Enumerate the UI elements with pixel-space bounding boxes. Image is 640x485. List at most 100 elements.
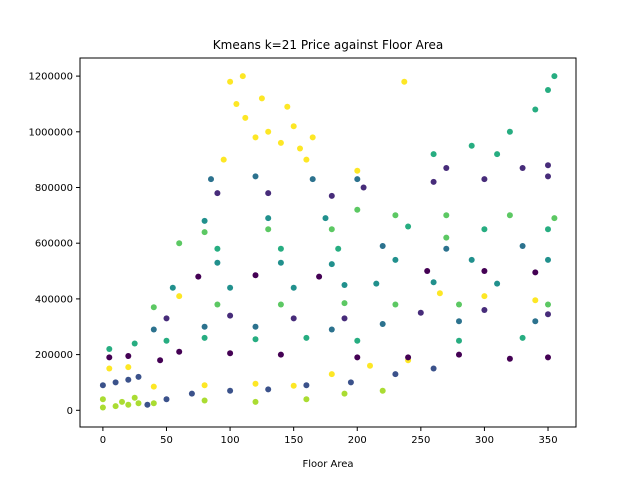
y-tick-label: 0 (67, 406, 73, 417)
scatter-point (481, 176, 488, 183)
scatter-point (150, 326, 157, 333)
scatter-point (551, 73, 558, 80)
scatter-point (545, 87, 551, 93)
scatter-point (328, 326, 335, 333)
scatter-point (150, 304, 157, 311)
scatter-point (424, 268, 431, 274)
scatter-points-layer (99, 73, 558, 411)
scatter-point (532, 269, 539, 276)
scatter-point (125, 376, 132, 383)
scatter-point (532, 297, 539, 304)
scatter-point (392, 371, 399, 378)
scatter-point (265, 128, 272, 135)
scatter-point (125, 353, 132, 359)
scatter-point (335, 245, 342, 252)
scatter-point (290, 123, 297, 130)
scatter-point (309, 176, 316, 183)
scatter-point (545, 226, 551, 233)
scatter-point (239, 73, 246, 80)
y-tick-label: 200000 (35, 350, 73, 361)
scatter-point (119, 398, 125, 405)
x-axis-label: Floor Area (302, 459, 353, 470)
scatter-point (456, 337, 462, 344)
scatter-point (252, 134, 259, 141)
x-tick-label: 0 (100, 435, 106, 446)
scatter-point (456, 301, 462, 308)
scatter-point (354, 176, 361, 183)
scatter-point (379, 321, 386, 327)
scatter-point (354, 167, 361, 174)
scatter-point (303, 382, 310, 389)
scatter-point (125, 401, 132, 408)
scatter-point (430, 151, 437, 158)
scatter-point (227, 387, 234, 394)
scatter-point (494, 280, 501, 287)
scatter-point (481, 226, 488, 233)
scatter-point (208, 176, 214, 183)
scatter-point (252, 336, 259, 343)
scatter-point (99, 396, 106, 403)
scatter-point (150, 383, 157, 390)
scatter-point (436, 290, 443, 297)
scatter-point (227, 350, 234, 357)
scatter-point (176, 293, 183, 300)
scatter-point (519, 334, 526, 341)
scatter-point (214, 259, 221, 266)
scatter-point (468, 256, 475, 263)
scatter-point (290, 315, 297, 322)
scatter-point (214, 301, 221, 308)
scatter-point (328, 226, 335, 233)
scatter-point (252, 173, 259, 180)
scatter-point (456, 351, 462, 358)
scatter-point (443, 165, 450, 171)
scatter-point (277, 351, 284, 358)
scatter-point (341, 300, 348, 307)
scatter-point (195, 273, 202, 280)
scatter-point (545, 256, 551, 263)
y-tick-label: 800000 (35, 183, 73, 194)
scatter-point (367, 362, 373, 369)
scatter-point (169, 284, 176, 291)
scatter-point (252, 380, 259, 387)
scatter-point (157, 357, 164, 364)
scatter-point (131, 340, 138, 347)
y-tick-label: 1200000 (28, 72, 73, 83)
scatter-point (112, 379, 119, 386)
scatter-point (341, 390, 348, 397)
scatter-point (354, 354, 361, 361)
scatter-point (519, 243, 526, 249)
scatter-point (379, 243, 386, 249)
scatter-point (125, 364, 132, 371)
scatter-point (131, 394, 138, 401)
x-tick-label: 100 (221, 435, 240, 446)
scatter-point (265, 386, 272, 393)
scatter-point (284, 103, 291, 110)
scatter-point (481, 307, 488, 313)
scatter-point (405, 223, 412, 230)
scatter-point (417, 309, 424, 316)
scatter-point (328, 261, 335, 268)
scatter-point (188, 390, 195, 397)
scatter-point (506, 128, 513, 135)
scatter-point (379, 387, 386, 394)
scatter-point (443, 245, 450, 252)
scatter-point (392, 212, 399, 219)
scatter-point (227, 78, 234, 85)
scatter-point (297, 145, 303, 152)
scatter-point (277, 245, 284, 252)
plot-frame (79, 57, 577, 428)
scatter-point (201, 397, 208, 404)
scatter-point (144, 401, 151, 408)
scatter-point (290, 284, 297, 291)
scatter-point (519, 165, 526, 171)
scatter-point (373, 280, 380, 287)
scatter-point (163, 396, 170, 403)
scatter-point (545, 354, 551, 361)
y-tick-label: 1000000 (28, 127, 73, 138)
scatter-point (277, 301, 284, 308)
scatter-point (277, 139, 284, 146)
scatter-point (176, 240, 183, 247)
scatter-point (506, 355, 513, 362)
